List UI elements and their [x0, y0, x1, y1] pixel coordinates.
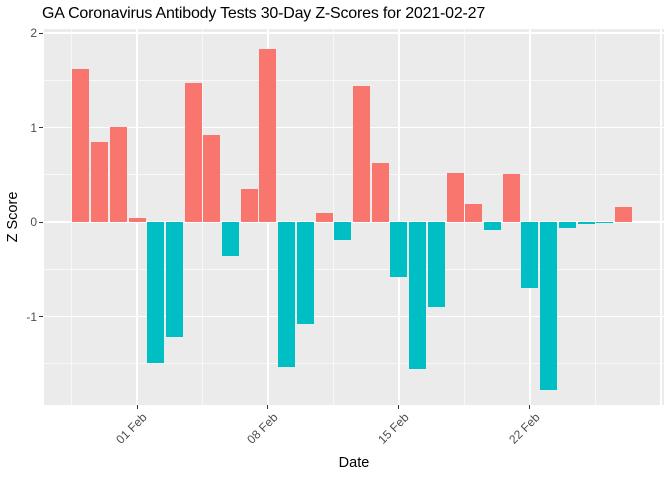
- bar-2021-02-08: [259, 49, 277, 222]
- gridline-h-major: [44, 315, 664, 318]
- bar-2021-02-20: [484, 222, 502, 230]
- bar-2021-02-27: [615, 206, 633, 222]
- x-axis-title: Date: [338, 455, 370, 471]
- chart-title: GA Coronavirus Antibody Tests 30-Day Z-S…: [42, 5, 486, 22]
- bar-2021-02-25: [577, 222, 595, 224]
- bar-2021-01-31: [109, 126, 127, 222]
- gridline-v-minor: [71, 29, 72, 405]
- bar-2021-02-07: [240, 188, 258, 222]
- bar-2021-01-29: [72, 68, 90, 222]
- gridline-h-minor: [44, 363, 664, 365]
- y-tick-label: 2: [30, 26, 37, 40]
- x-tick-label: 15 Feb: [374, 410, 412, 447]
- bar-2021-02-06: [222, 222, 240, 257]
- y-tick-label: 0: [30, 215, 37, 229]
- bar-2021-02-15: [390, 222, 408, 277]
- y-tick-label: 1: [30, 120, 37, 135]
- bar-2021-01-30: [91, 141, 109, 222]
- x-tick: [267, 405, 269, 409]
- x-tick: [136, 405, 138, 409]
- y-tick: [39, 316, 43, 317]
- bar-2021-02-02: [147, 222, 165, 363]
- gridline-v-minor: [594, 29, 596, 405]
- gridline-v-minor: [463, 29, 465, 405]
- gridline-h-minor: [44, 79, 664, 81]
- bar-2021-02-18: [446, 172, 464, 222]
- y-tick: [39, 221, 43, 223]
- bar-2021-02-21: [502, 173, 520, 222]
- bar-2021-02-05: [203, 135, 221, 222]
- bar-2021-02-09: [278, 222, 296, 367]
- gridline-v-major: [398, 29, 400, 405]
- y-tick: [39, 127, 43, 128]
- bar-2021-02-26: [596, 222, 614, 223]
- gridline-v-major: [529, 29, 531, 405]
- bar-2021-02-13: [353, 85, 371, 222]
- gridline-v-major: [660, 29, 662, 405]
- bar-2021-02-22: [521, 222, 539, 289]
- x-tick-label: 22 Feb: [505, 410, 543, 447]
- gridline-v-minor: [332, 29, 334, 405]
- y-tick-label: -1: [26, 309, 37, 324]
- plot-panel: [44, 29, 664, 405]
- bar-2021-02-12: [334, 222, 352, 240]
- bar-2021-02-23: [540, 222, 558, 391]
- x-tick-label: 01 Feb: [112, 410, 150, 447]
- bar-2021-02-01: [128, 218, 146, 222]
- bar-2021-02-19: [465, 204, 483, 222]
- bar-2021-02-10: [296, 222, 314, 325]
- x-tick: [529, 405, 531, 409]
- bar-2021-02-04: [184, 83, 202, 222]
- bar-2021-02-11: [315, 212, 333, 222]
- x-tick-label: 08 Feb: [243, 410, 281, 447]
- bar-2021-02-17: [427, 222, 445, 308]
- bar-2021-02-14: [371, 163, 389, 222]
- gridline-v-minor: [201, 29, 203, 405]
- bar-2021-02-03: [165, 222, 183, 338]
- y-tick: [39, 32, 43, 34]
- bar-2021-02-24: [558, 222, 576, 228]
- bar-2021-02-16: [409, 222, 427, 370]
- gridline-h-major: [44, 32, 664, 34]
- gridline-v-major: [136, 29, 138, 405]
- gridline-h-minor: [44, 268, 664, 270]
- x-tick: [398, 405, 400, 409]
- gridline-h-major: [44, 221, 664, 223]
